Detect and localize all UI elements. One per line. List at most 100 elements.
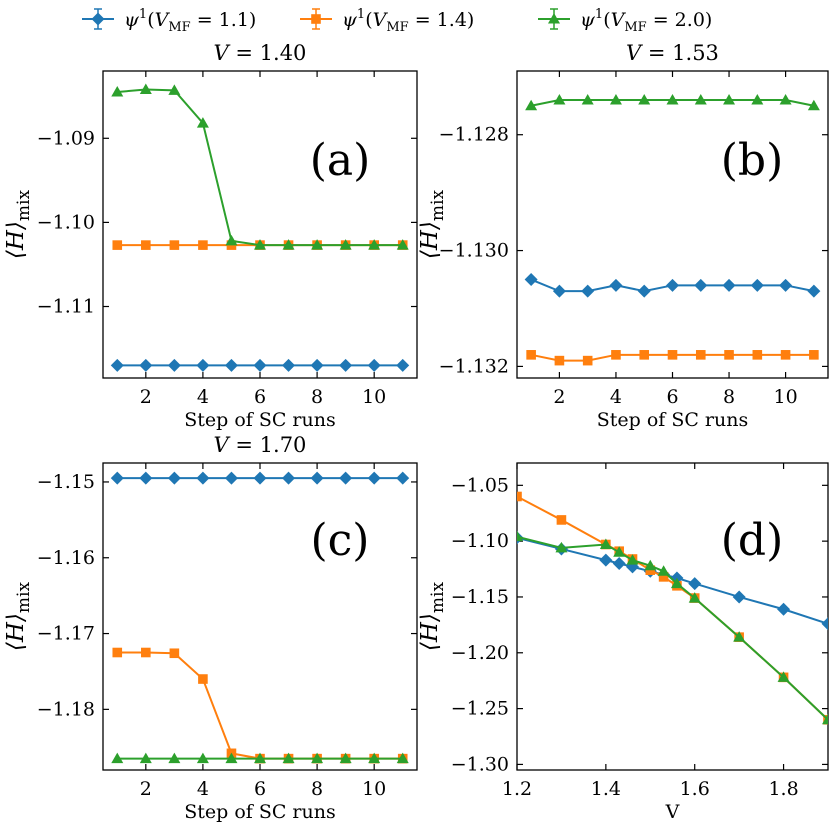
data-point xyxy=(724,350,734,360)
data-point xyxy=(168,84,181,95)
data-point xyxy=(169,648,180,659)
panel-letter: (d) xyxy=(721,515,784,566)
data-point xyxy=(822,713,828,725)
y-tick-label: −1.17 xyxy=(37,623,95,645)
y-tick-label: −1.20 xyxy=(451,642,509,664)
data-point xyxy=(111,86,124,97)
data-point xyxy=(310,358,324,372)
plot-area xyxy=(517,491,828,725)
data-point xyxy=(167,471,181,485)
x-tick-label: 1.6 xyxy=(680,778,710,800)
data-point xyxy=(310,471,324,485)
x-tick-label: 6 xyxy=(666,386,678,408)
legend-marker xyxy=(91,12,105,26)
data-point xyxy=(141,647,151,658)
data-point xyxy=(552,284,566,298)
data-point xyxy=(396,752,409,764)
data-point xyxy=(368,752,381,764)
data-point xyxy=(225,234,238,246)
panel-a: 2 4 6 8 10 −1.09 −1.10 −1.11 Step of SC runs ⟨H⟩m… xyxy=(3,41,418,431)
data-point xyxy=(688,592,701,603)
plot-area xyxy=(110,83,410,372)
data-point xyxy=(198,674,208,684)
data-point xyxy=(609,278,623,292)
series-line xyxy=(517,535,828,721)
data-point xyxy=(670,577,683,589)
plot-area xyxy=(524,93,821,366)
data-point xyxy=(644,559,657,571)
y-tick-label: −1.132 xyxy=(439,355,509,377)
x-tick-label: 10 xyxy=(362,778,386,800)
data-point xyxy=(339,752,352,764)
data-point xyxy=(779,278,793,292)
data-point xyxy=(556,515,567,525)
y-tick-label: −1.05 xyxy=(451,474,509,496)
data-point xyxy=(224,358,238,372)
legend-entry: ψ1(VMF = 1.4) xyxy=(300,7,474,35)
data-point xyxy=(517,491,522,502)
data-point xyxy=(777,602,791,616)
data-point xyxy=(110,358,124,372)
data-point xyxy=(750,278,764,292)
panel-title: V = 1.70 xyxy=(214,433,307,457)
x-axis-label: V xyxy=(665,801,680,823)
y-tick-label: −1.11 xyxy=(37,296,95,318)
data-point xyxy=(224,471,238,485)
x-tick-label: 10 xyxy=(773,386,797,408)
data-point xyxy=(139,752,152,764)
y-tick-label: −1.10 xyxy=(451,530,509,552)
data-point xyxy=(139,358,153,372)
data-point xyxy=(525,99,538,111)
axes-frame xyxy=(516,462,829,771)
x-tick-label: 6 xyxy=(254,386,266,408)
data-point xyxy=(611,350,621,360)
data-point xyxy=(657,565,670,576)
data-point xyxy=(658,572,669,582)
data-point xyxy=(367,471,381,485)
data-point xyxy=(253,358,267,372)
data-point xyxy=(694,278,708,292)
x-axis-label: Step of SC runs xyxy=(184,801,336,823)
y-axis-label: ⟨H⟩mix xyxy=(3,190,34,260)
data-point xyxy=(751,93,764,105)
data-point xyxy=(282,358,296,372)
data-point xyxy=(110,471,124,485)
data-point xyxy=(139,471,153,485)
y-axis-label: ⟨H⟩mix xyxy=(417,582,448,652)
panel-d: 1.2 1.4 1.6 1.8 −1.05 −1.10 −1.15 −1.20 −1.25 −1.… xyxy=(417,462,829,823)
axes-frame xyxy=(516,70,829,379)
data-point xyxy=(821,617,828,631)
data-point xyxy=(339,239,352,250)
data-point xyxy=(553,93,566,105)
x-tick-label: 2 xyxy=(140,386,152,408)
series-line xyxy=(117,651,403,760)
data-point xyxy=(111,752,124,764)
data-point xyxy=(599,553,613,567)
data-point xyxy=(225,752,238,764)
legend-label: ψ1(VMF = 2.0) xyxy=(580,7,712,35)
data-point xyxy=(254,239,266,250)
x-tick-label: 1.8 xyxy=(768,778,798,800)
panel-letter: (c) xyxy=(311,515,370,566)
panel-c: 2 4 6 8 10 −1.15 −1.16 −1.17 −1.18 Step of SC run… xyxy=(3,433,418,823)
data-point xyxy=(599,538,612,549)
data-point xyxy=(639,350,650,360)
data-point xyxy=(613,546,626,557)
data-point xyxy=(396,239,409,250)
x-tick-label: 1.2 xyxy=(502,778,532,800)
data-point xyxy=(196,117,209,128)
data-point xyxy=(339,358,353,372)
data-point xyxy=(517,530,523,542)
data-point xyxy=(198,240,208,250)
data-point xyxy=(609,93,622,105)
data-point xyxy=(581,93,594,105)
data-point xyxy=(112,647,123,658)
data-point xyxy=(339,471,353,485)
data-point xyxy=(722,278,736,292)
x-tick-label: 2 xyxy=(553,386,565,408)
data-point xyxy=(254,752,266,764)
y-tick-label: −1.10 xyxy=(37,211,95,233)
y-tick-label: −1.18 xyxy=(37,698,95,720)
panel-letter: (a) xyxy=(310,135,371,186)
